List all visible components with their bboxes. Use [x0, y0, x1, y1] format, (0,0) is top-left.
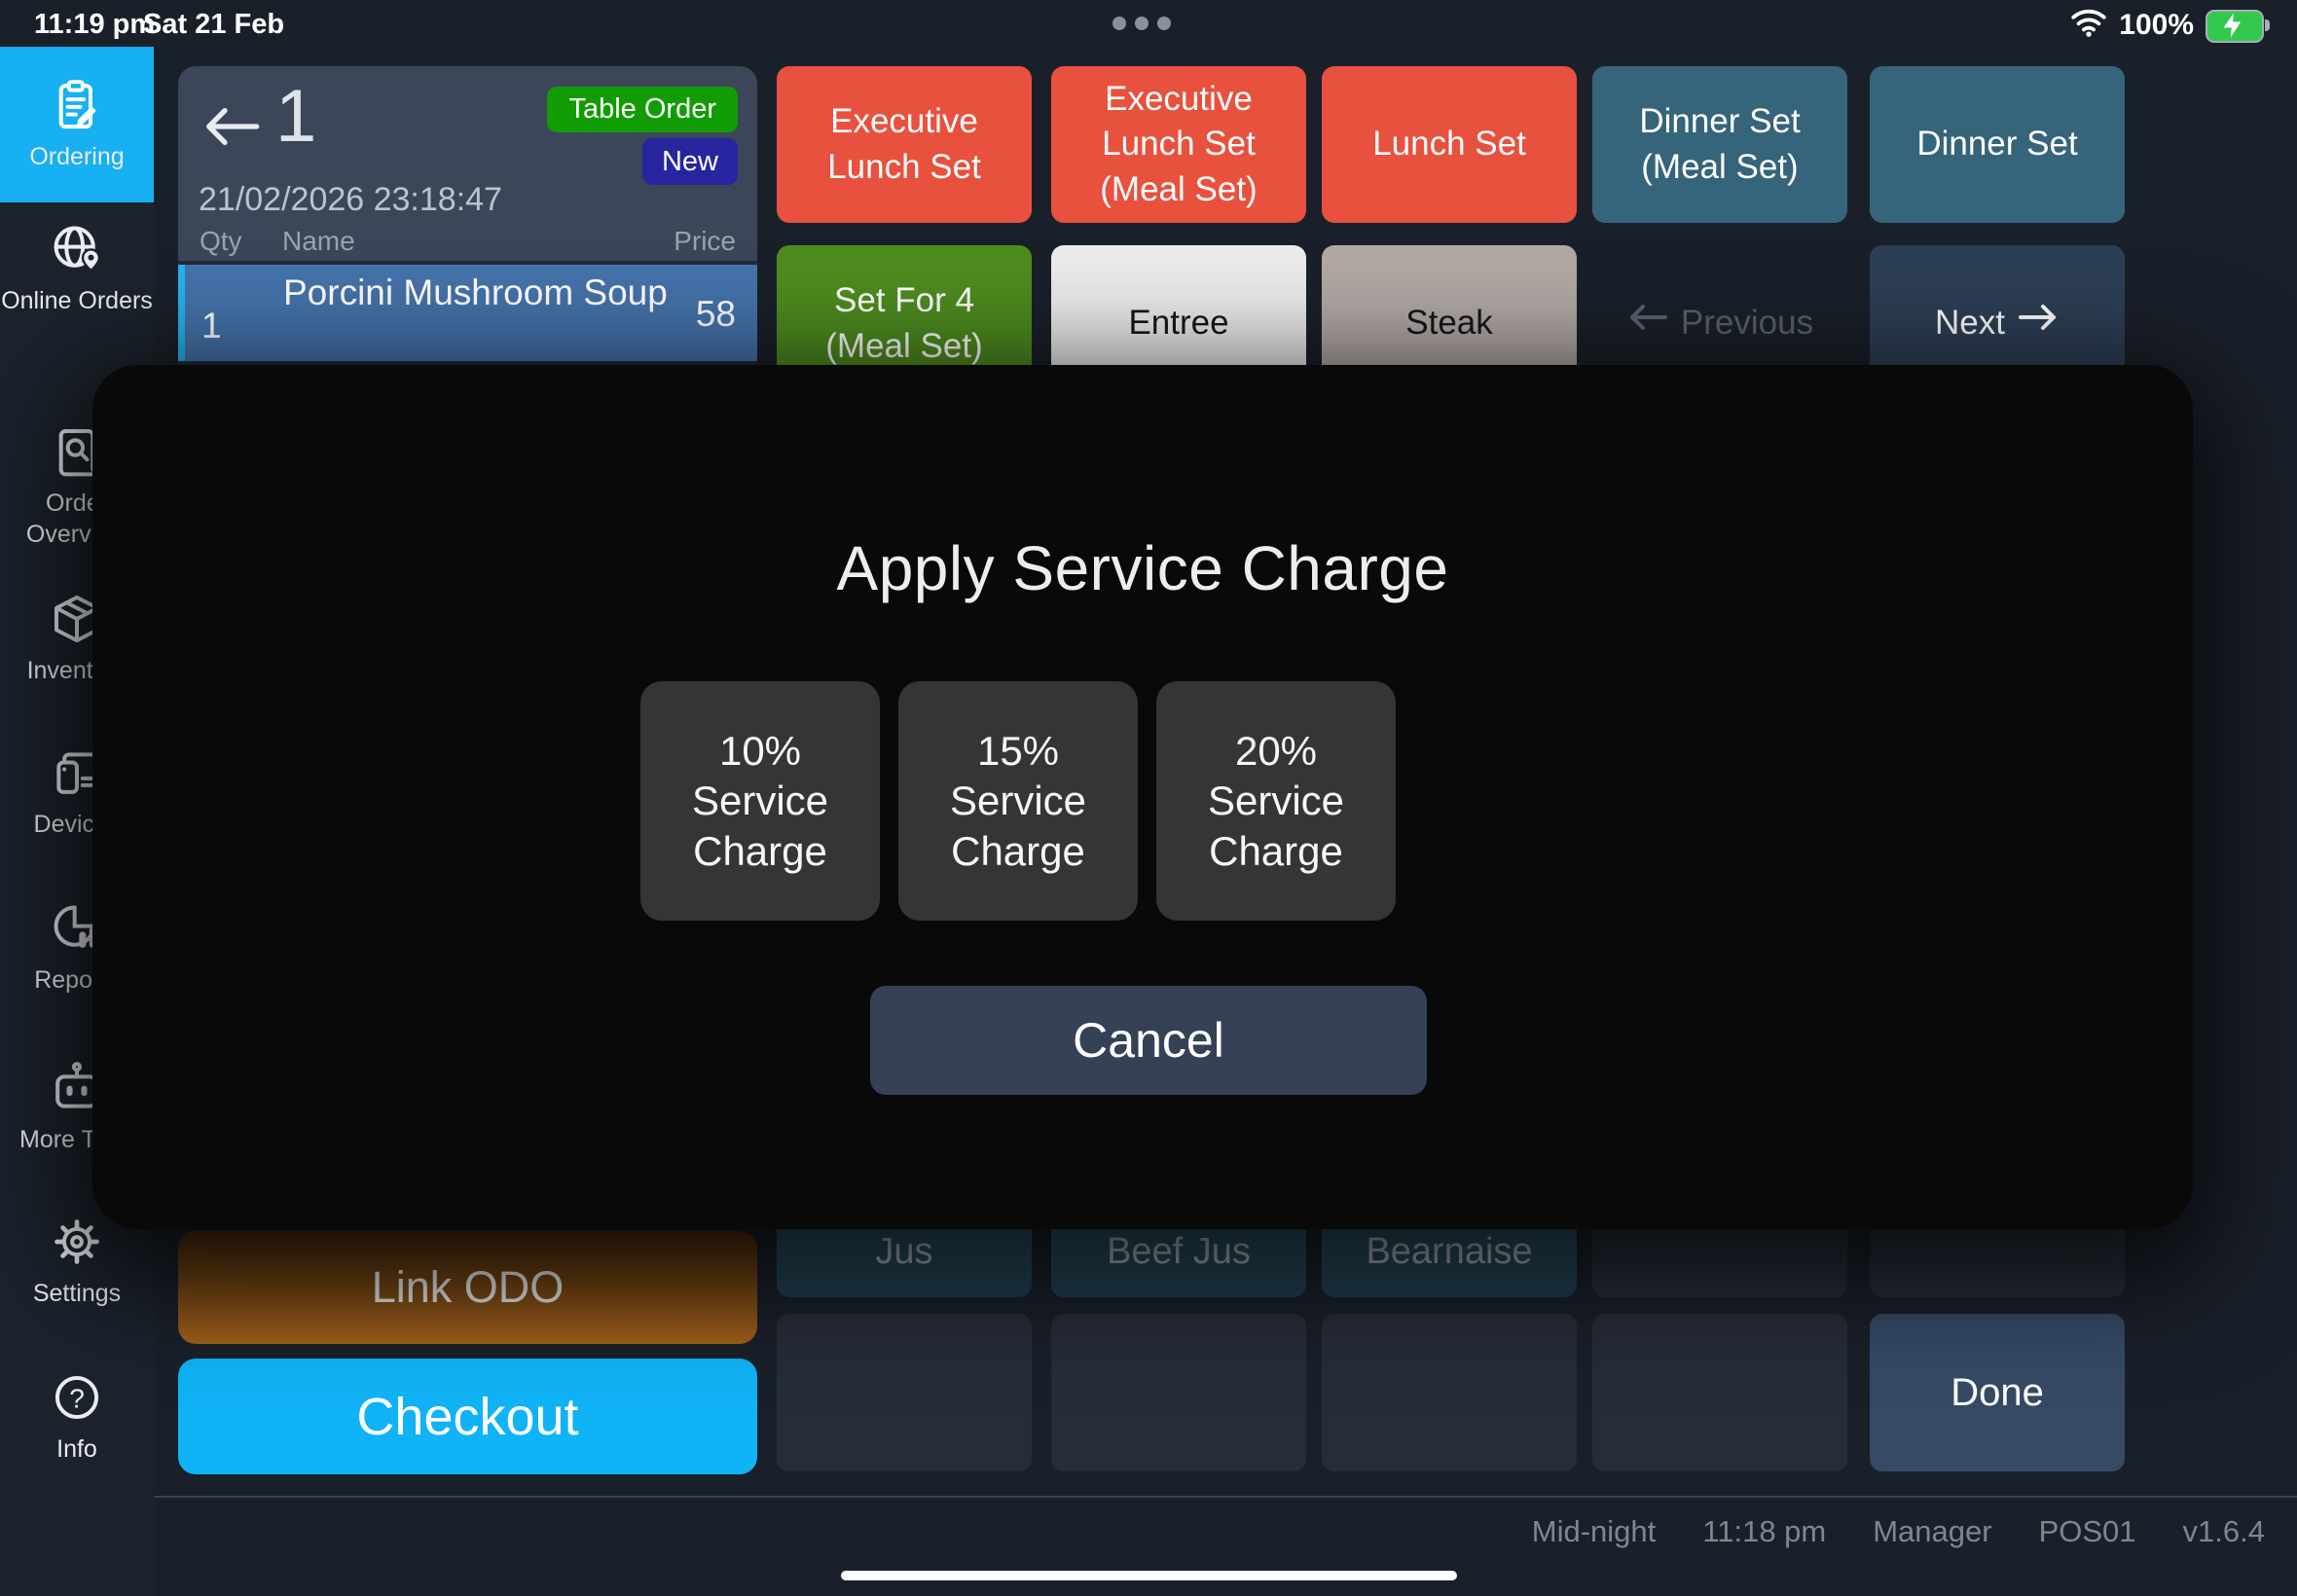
- menu-button-label: Lunch Set: [1372, 125, 1526, 163]
- wifi-icon: [2070, 8, 2107, 42]
- multitasking-dots-icon[interactable]: [1112, 17, 1171, 30]
- arrow-left-icon: [1626, 301, 1669, 345]
- empty-menu-slot: [1592, 1314, 1847, 1471]
- cancel-label: Cancel: [1073, 1013, 1224, 1068]
- order-header: 1 Table Order New 21/02/2026 23:18:47 Qt…: [178, 66, 757, 261]
- footer-status-bar: Mid-night 11:18 pm Manager POS01 v1.6.4: [1532, 1514, 2265, 1549]
- sidebar-item-online-orders[interactable]: Online Orders: [0, 222, 154, 316]
- menu-button-label: Previous: [1680, 304, 1814, 343]
- order-number: 1: [275, 75, 317, 158]
- option-label: 20% Service Charge: [1207, 728, 1345, 874]
- sidebar-item-label: Online Orders: [1, 287, 153, 314]
- menu-button-executive-lunch-set-meal[interactable]: Executive Lunch Set (Meal Set): [1051, 66, 1306, 223]
- footer-terminal: POS01: [2038, 1514, 2136, 1548]
- done-button[interactable]: Done: [1870, 1314, 2125, 1471]
- menu-button-label: Jus: [875, 1230, 933, 1272]
- empty-menu-slot: [1051, 1314, 1306, 1471]
- link-odo-button[interactable]: Link ODO: [178, 1231, 757, 1344]
- menu-button-label: Entree: [1128, 304, 1229, 343]
- menu-button-lunch-set[interactable]: Lunch Set: [1322, 66, 1577, 223]
- empty-menu-slot: [1322, 1314, 1577, 1471]
- apply-service-charge-modal: Apply Service Charge 10% Service Charge …: [92, 365, 2193, 1229]
- menu-button-label: Next: [1935, 304, 2005, 343]
- battery-charging-icon: [2206, 9, 2270, 43]
- arrow-right-icon: [2017, 301, 2060, 345]
- order-type-badge: Table Order: [547, 87, 738, 132]
- column-price: Price: [674, 226, 736, 256]
- order-status-badge: New: [641, 138, 738, 185]
- item-price: 58: [695, 294, 736, 334]
- link-odo-label: Link ODO: [371, 1262, 565, 1312]
- cancel-button[interactable]: Cancel: [870, 986, 1427, 1095]
- footer-time: 11:18 pm: [1702, 1514, 1827, 1548]
- menu-button-dinner-set[interactable]: Dinner Set: [1870, 66, 2125, 223]
- footer-shift: Mid-night: [1531, 1514, 1657, 1548]
- menu-button-label: Beef Jus: [1107, 1230, 1251, 1272]
- status-time: 11:19 pm: [34, 9, 156, 40]
- svg-text:?: ?: [69, 1383, 85, 1413]
- sidebar-item-label: Info: [56, 1435, 97, 1463]
- option-label: 15% Service Charge: [949, 728, 1087, 874]
- clipboard-edit-icon: [50, 78, 104, 132]
- menu-button-executive-lunch-set[interactable]: Executive Lunch Set: [777, 66, 1032, 223]
- menu-button-label: Bearnaise: [1366, 1230, 1533, 1272]
- menu-button-label: Steak: [1405, 304, 1493, 343]
- order-timestamp: 21/02/2026 23:18:47: [199, 181, 502, 218]
- checkout-label: Checkout: [356, 1387, 579, 1446]
- footer-divider: [154, 1496, 2297, 1498]
- globe-pin-icon: [50, 222, 104, 276]
- sidebar-item-ordering[interactable]: Ordering: [0, 47, 154, 202]
- column-qty: Qty: [200, 226, 242, 256]
- service-charge-options: 10% Service Charge 15% Service Charge 20…: [640, 681, 1396, 921]
- sidebar-item-label: More T: [19, 1126, 96, 1153]
- modal-title: Apply Service Charge: [836, 533, 1449, 603]
- selected-row-accent: [178, 265, 185, 361]
- service-charge-20-button[interactable]: 20% Service Charge: [1156, 681, 1396, 921]
- service-charge-10-button[interactable]: 10% Service Charge: [640, 681, 880, 921]
- menu-button-label: Dinner Set: [1916, 125, 2078, 163]
- sidebar-item-label: Ordering: [29, 142, 125, 170]
- status-date: Sat 21 Feb: [143, 9, 285, 40]
- done-label: Done: [1951, 1370, 2044, 1414]
- sidebar-item-info[interactable]: ? Info: [0, 1370, 154, 1465]
- footer-version: v1.6.4: [2182, 1514, 2265, 1548]
- help-icon: ?: [50, 1370, 104, 1425]
- item-qty: 1: [201, 306, 222, 345]
- menu-button-label: Set For 4 (Meal Set): [825, 281, 983, 365]
- home-indicator[interactable]: [841, 1571, 1457, 1580]
- option-label: 10% Service Charge: [691, 728, 829, 874]
- back-arrow-icon[interactable]: [198, 97, 266, 156]
- menu-button-label: Dinner Set (Meal Set): [1639, 102, 1801, 186]
- footer-user: Manager: [1873, 1514, 1992, 1548]
- sidebar-item-more[interactable]: More T: [0, 1061, 154, 1155]
- order-item-row[interactable]: 1 Porcini Mushroom Soup 58: [178, 265, 757, 361]
- menu-button-label: Executive Lunch Set: [827, 102, 981, 186]
- menu-button-dinner-set-meal[interactable]: Dinner Set (Meal Set): [1592, 66, 1847, 223]
- empty-menu-slot: [777, 1314, 1032, 1471]
- checkout-button[interactable]: Checkout: [178, 1359, 757, 1474]
- column-name: Name: [282, 226, 355, 256]
- sidebar-item-settings[interactable]: Settings: [0, 1215, 154, 1309]
- item-name: Porcini Mushroom Soup: [283, 272, 668, 312]
- sidebar-item-label: Settings: [32, 1280, 122, 1307]
- previous-page-button[interactable]: Previous: [1592, 245, 1847, 402]
- gear-icon: [50, 1215, 104, 1269]
- service-charge-15-button[interactable]: 15% Service Charge: [898, 681, 1138, 921]
- menu-button-label: Executive Lunch Set (Meal Set): [1100, 80, 1258, 208]
- status-bar: 11:19 pm Sat 21 Feb 100%: [0, 0, 2297, 47]
- battery-percent: 100%: [2119, 8, 2194, 41]
